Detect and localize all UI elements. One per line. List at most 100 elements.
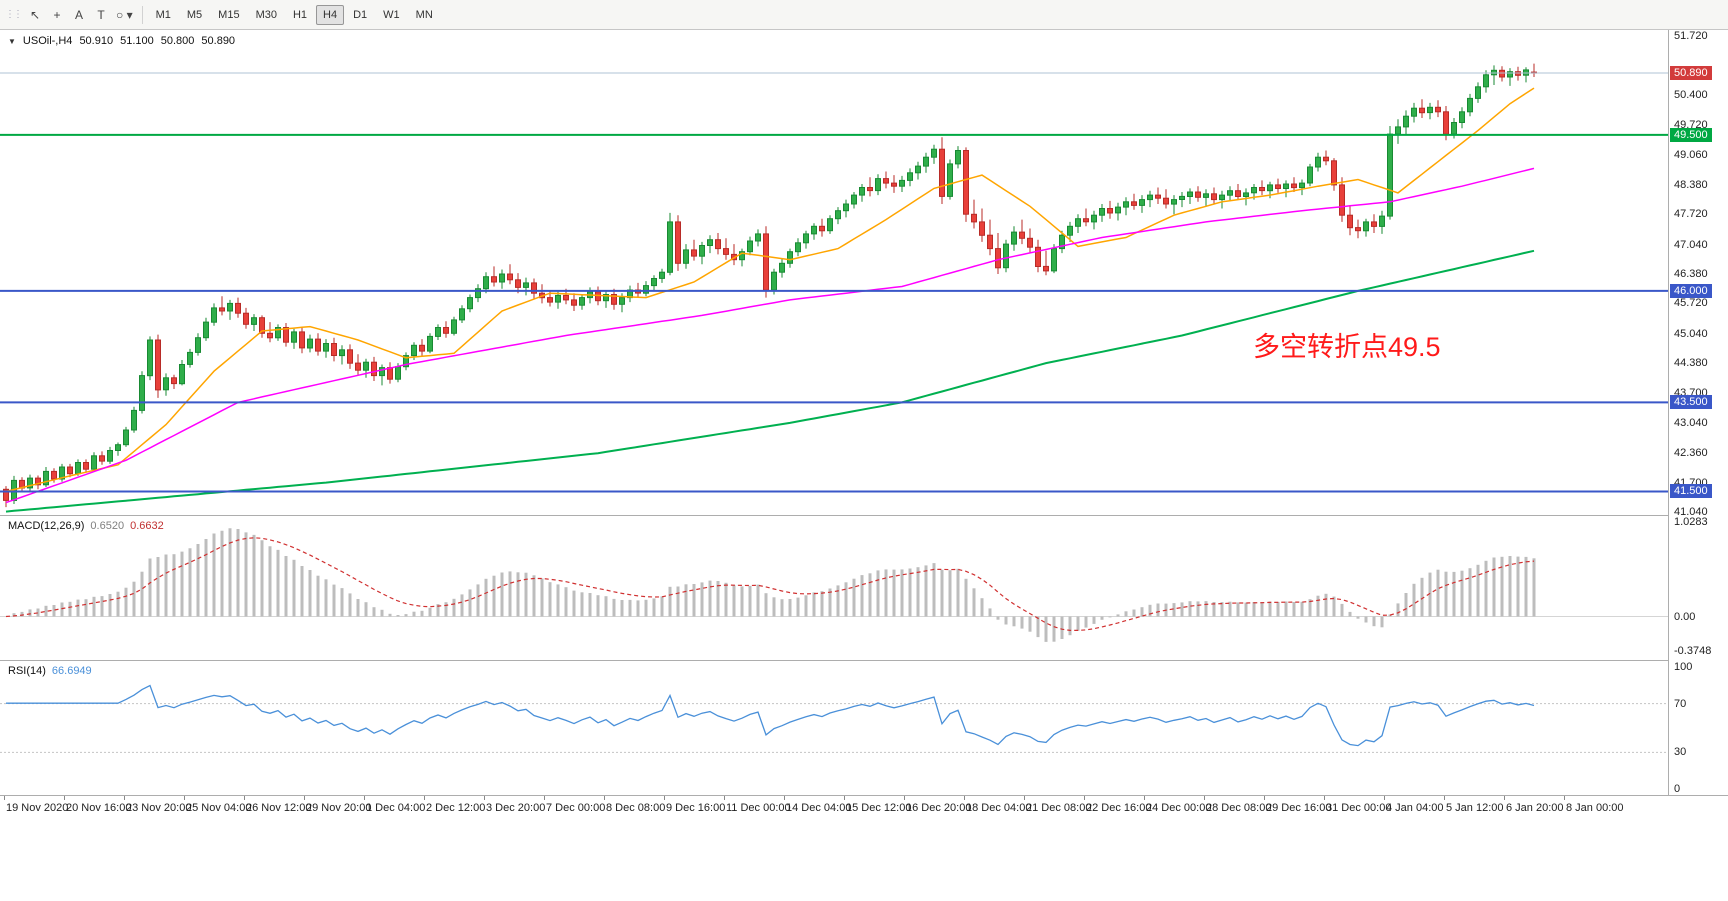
ma-slow-line bbox=[5, 249, 1535, 513]
time-axis-label: 8 Dec 08:00 bbox=[606, 802, 666, 814]
candle bbox=[467, 297, 473, 310]
chart-menu-icon[interactable]: ▼ bbox=[8, 36, 16, 46]
time-axis-label: 31 Dec 00:00 bbox=[1326, 802, 1392, 814]
tf-button-m5[interactable]: M5 bbox=[186, 8, 203, 21]
toolbar-grip[interactable]: ⋮⋮ bbox=[5, 9, 23, 20]
candle bbox=[331, 343, 337, 356]
candle bbox=[1387, 133, 1393, 217]
candle bbox=[1259, 187, 1265, 192]
candle bbox=[1179, 195, 1185, 200]
macd-axis-label: 0.00 bbox=[1674, 611, 1696, 623]
candle bbox=[403, 355, 409, 368]
time-axis-label: 5 Jan 12:00 bbox=[1446, 802, 1504, 814]
candle bbox=[171, 377, 177, 385]
candle bbox=[1131, 201, 1137, 206]
candle bbox=[1171, 199, 1177, 205]
time-tick bbox=[244, 796, 245, 800]
candle bbox=[883, 178, 889, 184]
candle bbox=[259, 317, 265, 334]
time-tick bbox=[964, 796, 965, 800]
crosshair-tool-icon[interactable]: + bbox=[53, 7, 61, 22]
candle bbox=[819, 225, 825, 232]
rsi-panel[interactable] bbox=[0, 661, 1668, 795]
tf-button-h1[interactable]: H1 bbox=[292, 8, 308, 21]
candle bbox=[979, 221, 985, 236]
tf-button-h4[interactable]: H4 bbox=[316, 4, 345, 25]
candle bbox=[67, 466, 73, 475]
price-chart-panel[interactable] bbox=[0, 30, 1668, 515]
candle bbox=[995, 248, 1001, 269]
panel-separator-main-macd[interactable] bbox=[0, 515, 1728, 516]
macd-svg[interactable] bbox=[0, 516, 1668, 660]
candle bbox=[1403, 115, 1409, 128]
time-axis-label: 1 Dec 04:00 bbox=[366, 802, 426, 814]
candle bbox=[931, 148, 937, 158]
panel-separator-macd-rsi[interactable] bbox=[0, 660, 1728, 661]
time-axis-label: 9 Dec 16:00 bbox=[666, 802, 726, 814]
candle bbox=[891, 182, 897, 187]
candle bbox=[779, 262, 785, 273]
candle bbox=[771, 271, 777, 291]
macd-main-value: 0.6520 bbox=[90, 520, 125, 532]
candle bbox=[955, 150, 961, 165]
price-axis[interactable]: 51.720 50.400 49.720 49.060 48.380 47.720 47.0… bbox=[1668, 30, 1728, 795]
candle bbox=[1467, 97, 1473, 113]
candle bbox=[1123, 201, 1129, 208]
price-axis-label: 45.720 bbox=[1674, 297, 1708, 309]
time-tick bbox=[1384, 796, 1385, 800]
rsi-svg[interactable] bbox=[0, 661, 1668, 795]
candle bbox=[155, 339, 161, 391]
chart-text-annotation[interactable]: 多空转折点49.5 bbox=[1253, 332, 1441, 362]
panel-separator-rsi-timeaxis bbox=[0, 795, 1728, 796]
candle bbox=[1427, 106, 1433, 114]
candle bbox=[219, 307, 225, 312]
candle bbox=[499, 273, 505, 283]
candle bbox=[475, 288, 481, 299]
tf-button-m15[interactable]: M15 bbox=[218, 8, 240, 21]
candle bbox=[1227, 190, 1233, 196]
time-axis-label: 3 Dec 20:00 bbox=[486, 802, 546, 814]
tf-button-mn[interactable]: MN bbox=[415, 8, 433, 21]
time-tick bbox=[304, 796, 305, 800]
tf-button-m30[interactable]: M30 bbox=[255, 8, 277, 21]
tf-button-d1[interactable]: D1 bbox=[353, 8, 368, 21]
candle bbox=[683, 249, 689, 264]
candle bbox=[1211, 193, 1217, 201]
rsi-axis-label: 30 bbox=[1674, 746, 1687, 758]
candle bbox=[1139, 199, 1145, 206]
macd-panel[interactable] bbox=[0, 516, 1668, 660]
cursor-tool-icon[interactable]: ↖ bbox=[29, 7, 41, 22]
horizontal-level-lines[interactable] bbox=[0, 72, 1668, 493]
candle bbox=[1075, 218, 1081, 227]
price-badge-46.000: 46.000 bbox=[1670, 284, 1712, 298]
timeframe-group: M1 M5 M15 M30 H1 H4 D1 W1 MN bbox=[148, 4, 441, 25]
price-chart-svg[interactable] bbox=[0, 30, 1668, 515]
time-tick bbox=[1144, 796, 1145, 800]
time-axis-label: 2 Dec 12:00 bbox=[426, 802, 486, 814]
candle bbox=[1147, 194, 1153, 201]
candle bbox=[1187, 191, 1193, 197]
candle bbox=[835, 210, 841, 220]
price-axis-label: 42.360 bbox=[1674, 447, 1708, 459]
high-value: 51.100 bbox=[120, 35, 154, 47]
price-badge-43.500: 43.500 bbox=[1670, 395, 1712, 409]
candle bbox=[755, 233, 761, 242]
time-axis-label: 29 Nov 20:00 bbox=[306, 802, 372, 814]
time-tick bbox=[1504, 796, 1505, 800]
candle bbox=[347, 349, 353, 364]
tf-button-m1[interactable]: M1 bbox=[155, 8, 171, 21]
frame-text-tool-icon[interactable]: T bbox=[97, 7, 105, 22]
candle bbox=[923, 156, 929, 167]
candle bbox=[763, 233, 769, 291]
price-axis-label: 46.380 bbox=[1674, 268, 1708, 280]
time-axis-label: 7 Dec 00:00 bbox=[546, 802, 606, 814]
time-axis[interactable]: 19 Nov 2020 20 Nov 16:00 23 Nov 20:00 25 No… bbox=[0, 796, 1728, 824]
shapes-tool-icon[interactable]: ○ ▾ bbox=[116, 7, 133, 22]
text-tool-icon[interactable]: A bbox=[74, 7, 83, 22]
time-tick bbox=[724, 796, 725, 800]
candle bbox=[1379, 215, 1385, 227]
tf-button-w1[interactable]: W1 bbox=[383, 8, 400, 21]
time-tick bbox=[4, 796, 5, 800]
candle bbox=[563, 294, 569, 301]
price-axis-label: 44.380 bbox=[1674, 357, 1708, 369]
